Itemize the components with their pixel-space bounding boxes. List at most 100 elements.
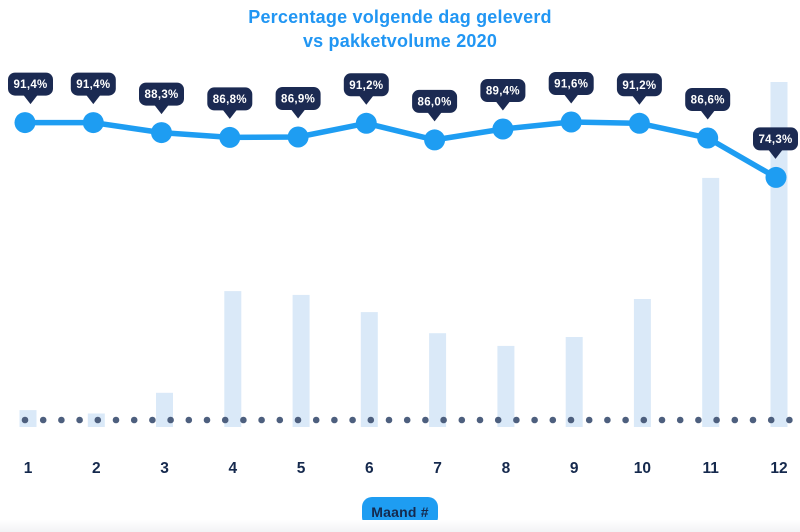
baseline-dot xyxy=(585,416,593,424)
baseline-dot xyxy=(76,416,83,424)
value-badge xyxy=(139,82,184,106)
baseline-dot xyxy=(39,416,47,424)
data-point-dot xyxy=(287,126,309,148)
value-badge-pointer xyxy=(700,110,715,120)
x-axis-label: 9 xyxy=(570,460,579,477)
value-badge-label: 88,3% xyxy=(144,89,178,101)
data-point-dot xyxy=(355,112,377,134)
baseline-dot xyxy=(221,416,229,424)
value-badge-pointer xyxy=(427,112,442,122)
x-axis-label: 1 xyxy=(24,460,33,477)
value-badge xyxy=(616,73,662,97)
value-badge xyxy=(412,89,458,113)
volume-bar xyxy=(292,294,310,427)
baseline-dot xyxy=(676,416,684,424)
value-badge-pointer xyxy=(222,109,237,119)
x-axis-label: 4 xyxy=(228,460,237,477)
baseline-dot xyxy=(494,416,502,424)
value-badge-pointer xyxy=(86,95,101,105)
baseline-dot xyxy=(276,416,284,424)
data-point-dot xyxy=(82,112,104,134)
value-badge-label: 91,2% xyxy=(349,80,383,92)
baseline-dot xyxy=(513,416,520,424)
value-badge-label: 86,9% xyxy=(281,94,315,106)
data-point-dot xyxy=(14,112,36,134)
baseline-dot xyxy=(458,416,466,424)
baseline-dot xyxy=(622,416,629,424)
baseline-dot xyxy=(767,416,775,424)
x-axis-label: 7 xyxy=(433,460,442,477)
value-badge xyxy=(275,87,321,110)
baseline-dot xyxy=(312,416,320,424)
chart-title-line1: Percentage volgende dag geleverd xyxy=(248,7,552,27)
baseline-dot xyxy=(440,416,447,424)
volume-bar xyxy=(224,291,242,427)
data-point-dot xyxy=(560,111,582,133)
volume-bar xyxy=(429,333,447,427)
value-badge-pointer xyxy=(359,95,374,105)
baseline-dot xyxy=(367,416,375,424)
x-axis-label: 8 xyxy=(502,460,511,477)
baseline-dot xyxy=(640,416,648,424)
x-axis-title-button[interactable]: Maand # xyxy=(362,497,438,527)
baseline-dot xyxy=(658,416,666,424)
baseline-dot xyxy=(476,416,484,424)
value-badge-label: 86,0% xyxy=(418,96,452,108)
data-point-dot xyxy=(424,129,446,151)
percentage-line xyxy=(22,119,779,181)
volume-bar xyxy=(702,177,720,427)
value-badge xyxy=(753,127,798,151)
value-badge-label: 74,3% xyxy=(758,134,792,146)
data-point-dot xyxy=(492,118,514,140)
x-axis-label: 5 xyxy=(297,460,306,477)
value-badge xyxy=(70,72,116,96)
x-axis-label: 10 xyxy=(634,460,651,477)
value-badge xyxy=(548,72,594,95)
data-point-dot xyxy=(765,166,787,188)
baseline-dot xyxy=(203,416,211,424)
value-badge-pointer xyxy=(768,149,783,159)
value-badge-label: 91,4% xyxy=(13,79,47,91)
baseline-dot xyxy=(331,416,338,424)
value-badge-pointer xyxy=(154,105,169,115)
baseline-dot xyxy=(385,416,393,424)
value-badge-label: 86,6% xyxy=(691,95,725,107)
volume-bar xyxy=(633,299,651,427)
baseline-dot xyxy=(185,416,193,424)
baseline-dot xyxy=(149,416,156,424)
x-axis-label: 3 xyxy=(160,460,169,477)
baseline-dot xyxy=(567,416,575,424)
value-badge-label: 91,2% xyxy=(622,80,656,92)
baseline-dot xyxy=(349,416,356,424)
chart-title: Percentage volgende dag geleverd vs pakk… xyxy=(0,5,800,53)
volume-bar xyxy=(565,337,583,427)
baseline-dot xyxy=(240,416,247,424)
volume-bar xyxy=(497,345,515,427)
value-badge xyxy=(480,79,526,102)
x-axis-label: 2 xyxy=(92,460,101,477)
baseline-dot xyxy=(549,416,557,424)
value-badge xyxy=(8,72,53,96)
baseline-dot xyxy=(604,416,611,424)
value-badge-label: 89,4% xyxy=(486,86,520,98)
value-badge-label: 91,4% xyxy=(76,79,110,91)
baseline-dot xyxy=(58,416,65,424)
baseline-dot xyxy=(713,416,720,424)
baseline-dot xyxy=(258,416,265,424)
baseline-dot xyxy=(695,416,702,424)
x-axis-label: 12 xyxy=(770,460,787,477)
value-badge-pointer xyxy=(291,109,306,119)
value-badge xyxy=(207,87,253,111)
baseline-dot xyxy=(294,416,302,424)
value-badge-pointer xyxy=(23,95,38,105)
value-badge xyxy=(343,73,389,97)
volume-bar xyxy=(360,312,378,427)
value-badge xyxy=(685,88,731,111)
baseline-dot xyxy=(422,416,429,424)
baseline-dot xyxy=(731,416,739,424)
data-point-dot xyxy=(697,127,719,149)
chart-title-line2: vs pakketvolume 2020 xyxy=(302,31,498,51)
value-badge-label: 91,6% xyxy=(554,79,588,91)
data-point-dot xyxy=(151,122,172,144)
